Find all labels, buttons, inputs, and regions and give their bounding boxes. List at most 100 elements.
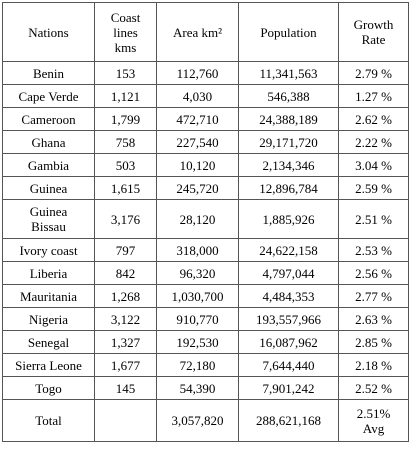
header-cell: Nations xyxy=(2,2,95,62)
table-cell: 758 xyxy=(94,130,157,154)
table-cell: 72,180 xyxy=(156,353,239,377)
header-cell-line: Coast xyxy=(110,9,141,25)
table-cell: 1,677 xyxy=(94,353,157,377)
table-cell: 7,644,440 xyxy=(238,353,339,377)
table-cell: 2.59 % xyxy=(338,176,409,200)
table-cell: 192,530 xyxy=(156,330,239,354)
table-cell: 4,030 xyxy=(156,84,239,108)
table-cell: 1.27 % xyxy=(338,84,409,108)
total-cell: 2.51% Avg xyxy=(338,399,409,442)
header-cell-line: lines xyxy=(113,24,138,40)
table-cell: 472,710 xyxy=(156,107,239,131)
empty-cell xyxy=(94,399,157,442)
table-cell: Guinea xyxy=(2,176,95,200)
total-cell-line: Avg xyxy=(362,420,385,436)
data-table: Nations Coast lines kms Area km² Population Gr… xyxy=(2,2,409,442)
table-cell: 910,770 xyxy=(156,307,239,331)
table-cell: 16,087,962 xyxy=(238,330,339,354)
table-row: Benin 153 112,760 11,341,563 2.79 % xyxy=(2,61,409,85)
table-cell: 11,341,563 xyxy=(238,61,339,85)
table-cell: Togo xyxy=(2,376,95,400)
table-cell: 227,540 xyxy=(156,130,239,154)
table-cell: 842 xyxy=(94,261,157,285)
header-cell: Population xyxy=(238,2,339,62)
table-cell: 1,799 xyxy=(94,107,157,131)
table-row: Sierra Leone 1,677 72,180 7,644,440 2.18 % xyxy=(2,353,409,377)
table-row: Mauritania 1,268 1,030,700 4,484,353 2.77 % xyxy=(2,284,409,308)
table-cell: Ivory coast xyxy=(2,238,95,262)
table-cell: 2,134,346 xyxy=(238,153,339,177)
table-cell: 2.62 % xyxy=(338,107,409,131)
header-cell: Area km² xyxy=(156,2,239,62)
table-row: Gambia 503 10,120 2,134,346 3.04 % xyxy=(2,153,409,177)
table-cell: Gambia xyxy=(2,153,95,177)
table-cell: 1,030,700 xyxy=(156,284,239,308)
total-cell: 3,057,820 xyxy=(156,399,239,442)
table-cell: 29,171,720 xyxy=(238,130,339,154)
table-cell: 24,622,158 xyxy=(238,238,339,262)
table-row: Senegal 1,327 192,530 16,087,962 2.85 % xyxy=(2,330,409,354)
table-cell: 1,327 xyxy=(94,330,157,354)
table-cell: 7,901,242 xyxy=(238,376,339,400)
table-cell: 503 xyxy=(94,153,157,177)
table-cell: 546,388 xyxy=(238,84,339,108)
table-body: Nations Coast lines kms Area km² Population Gr… xyxy=(2,2,409,442)
header-cell-line: Growth xyxy=(353,17,394,32)
table-cell: 2.63 % xyxy=(338,307,409,331)
table-cell: 797 xyxy=(94,238,157,262)
table-cell-line: Guinea xyxy=(29,204,68,219)
table-cell: Cameroon xyxy=(2,107,95,131)
table-cell: 145 xyxy=(94,376,157,400)
table-cell: 112,760 xyxy=(156,61,239,85)
table-cell: Cape Verde xyxy=(2,84,95,108)
total-row: Total 3,057,820 288,621,168 2.51% Avg xyxy=(2,399,409,442)
table-cell: Sierra Leone xyxy=(2,353,95,377)
table-row: Cape Verde 1,121 4,030 546,388 1.27 % xyxy=(2,84,409,108)
table-cell: 10,120 xyxy=(156,153,239,177)
table-cell: 3.04 % xyxy=(338,153,409,177)
table-cell: Mauritania xyxy=(2,284,95,308)
total-cell: Total xyxy=(2,399,95,442)
table-cell: 2.77 % xyxy=(338,284,409,308)
table-cell: 318,000 xyxy=(156,238,239,262)
total-cell-line: 2.51% xyxy=(356,405,391,421)
table-cell: 153 xyxy=(94,61,157,85)
table-row: Cameroon 1,799 472,710 24,388,189 2.62 % xyxy=(2,107,409,131)
table-cell: 2.18 % xyxy=(338,353,409,377)
table-cell: 3,176 xyxy=(94,199,157,239)
table-cell: 24,388,189 xyxy=(238,107,339,131)
table-cell: Liberia xyxy=(2,261,95,285)
header-cell: Growth Rate xyxy=(338,2,409,62)
table-cell: 1,885,926 xyxy=(238,199,339,239)
table-cell: 1,615 xyxy=(94,176,157,200)
table-row: Guinea Bissau 3,176 28,120 1,885,926 2.51 % xyxy=(2,199,409,239)
table-cell: 12,896,784 xyxy=(238,176,339,200)
table-cell: 28,120 xyxy=(156,199,239,239)
table-cell: 2.79 % xyxy=(338,61,409,85)
table-cell: 1,268 xyxy=(94,284,157,308)
header-cell-line: Rate xyxy=(361,32,386,47)
table-cell: Guinea Bissau xyxy=(2,199,95,239)
table-cell: 96,320 xyxy=(156,261,239,285)
table-cell: 1,121 xyxy=(94,84,157,108)
table-cell: 3,122 xyxy=(94,307,157,331)
table-row: Guinea 1,615 245,720 12,896,784 2.59 % xyxy=(2,176,409,200)
table-cell: 2.52 % xyxy=(338,376,409,400)
table-cell: 2.51 % xyxy=(338,199,409,239)
table-cell: 2.22 % xyxy=(338,130,409,154)
table-cell: 193,557,966 xyxy=(238,307,339,331)
table-row: Liberia 842 96,320 4,797,044 2.56 % xyxy=(2,261,409,285)
table-cell: 54,390 xyxy=(156,376,239,400)
table-cell: Benin xyxy=(2,61,95,85)
table-cell: 4,484,353 xyxy=(238,284,339,308)
table-cell: Senegal xyxy=(2,330,95,354)
table-cell: Ghana xyxy=(2,130,95,154)
table-cell: 245,720 xyxy=(156,176,239,200)
table-row: Nigeria 3,122 910,770 193,557,966 2.63 % xyxy=(2,307,409,331)
table-row: Togo 145 54,390 7,901,242 2.52 % xyxy=(2,376,409,400)
table-cell: 2.56 % xyxy=(338,261,409,285)
table-cell: 2.53 % xyxy=(338,238,409,262)
table-cell: Nigeria xyxy=(2,307,95,331)
table-cell: 2.85 % xyxy=(338,330,409,354)
